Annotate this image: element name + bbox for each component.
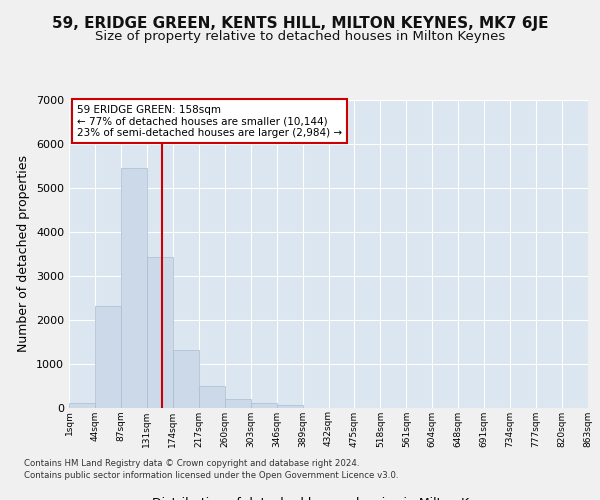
Bar	[69, 403, 95, 407]
Y-axis label: Number of detached properties: Number of detached properties	[17, 155, 31, 352]
Bar	[173, 350, 199, 408]
Bar	[199, 386, 224, 407]
Bar	[95, 306, 121, 408]
Bar	[251, 404, 277, 407]
Text: 59, ERIDGE GREEN, KENTS HILL, MILTON KEYNES, MK7 6JE: 59, ERIDGE GREEN, KENTS HILL, MILTON KEY…	[52, 16, 548, 31]
Bar	[225, 399, 251, 407]
X-axis label: Distribution of detached houses by size in Milton Keynes: Distribution of detached houses by size …	[152, 496, 505, 500]
Bar	[277, 405, 302, 407]
Bar	[121, 168, 147, 408]
Text: 59 ERIDGE GREEN: 158sqm
← 77% of detached houses are smaller (10,144)
23% of sem: 59 ERIDGE GREEN: 158sqm ← 77% of detache…	[77, 104, 342, 138]
Bar	[147, 258, 173, 408]
Text: Size of property relative to detached houses in Milton Keynes: Size of property relative to detached ho…	[95, 30, 505, 43]
Text: Contains HM Land Registry data © Crown copyright and database right 2024.: Contains HM Land Registry data © Crown c…	[24, 459, 359, 468]
Text: Contains public sector information licensed under the Open Government Licence v3: Contains public sector information licen…	[24, 472, 398, 480]
